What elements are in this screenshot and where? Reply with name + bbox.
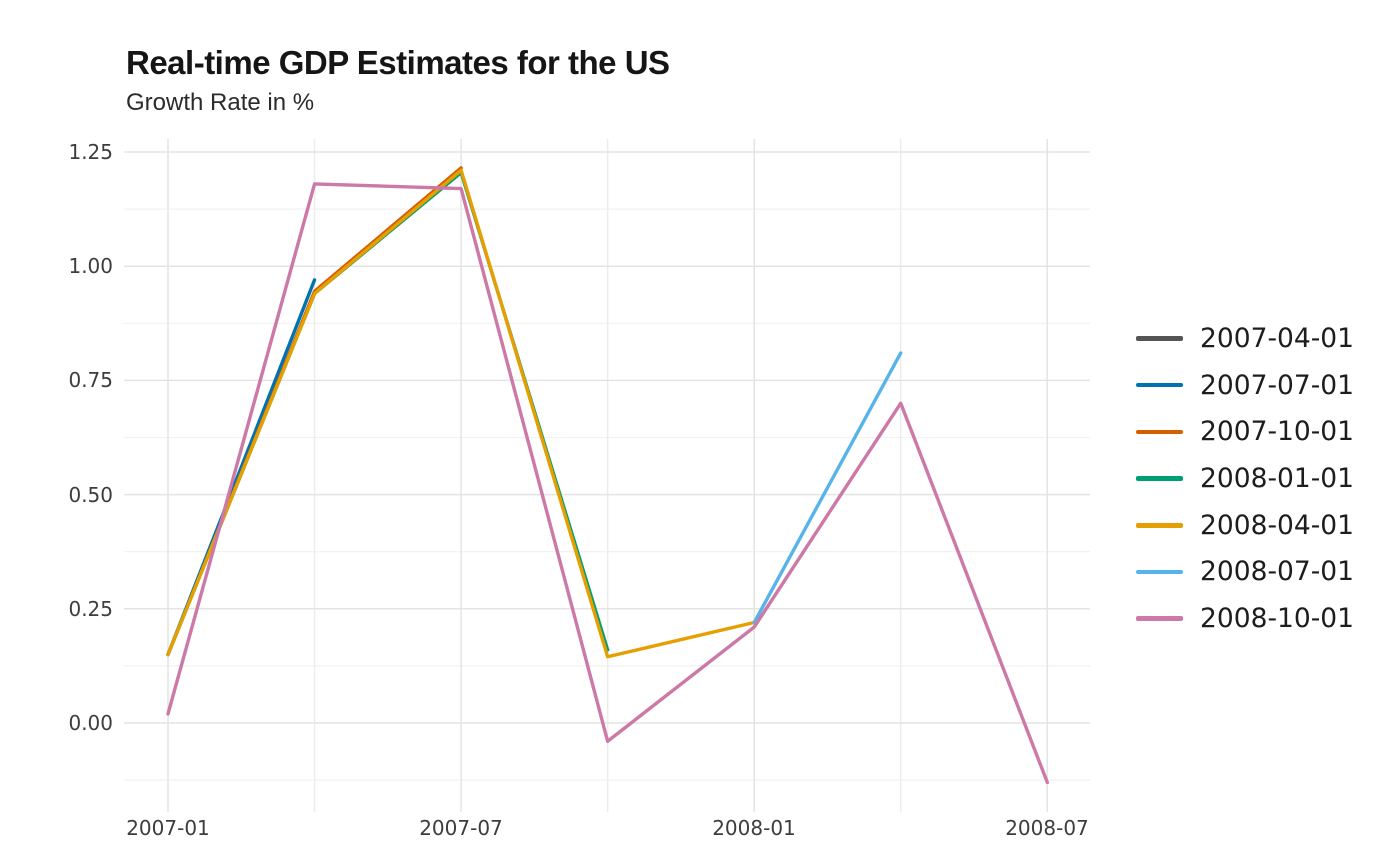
- legend-line-swatch: [1136, 336, 1183, 341]
- legend-item: 2007-10-01: [1136, 415, 1354, 448]
- y-axis-tick-label: 1.25: [68, 140, 113, 164]
- series-line-2008-01-01: [166, 170, 610, 657]
- legend-line-swatch: [1136, 523, 1183, 528]
- legend-line-swatch: [1136, 569, 1183, 575]
- legend-item: 2008-01-01: [1136, 462, 1354, 495]
- legend-item: 2008-10-01: [1136, 602, 1354, 635]
- legend-label: 2008-01-01: [1200, 463, 1355, 495]
- chart-subtitle: Growth Rate in %: [126, 89, 315, 116]
- series-line-2008-07-01: [752, 351, 903, 625]
- legend-line-swatch: [1136, 616, 1183, 621]
- legend: 2007-04-01 2007-07-01 2007-10-01 2008-01…: [1136, 322, 1354, 635]
- legend-line-swatch: [1136, 382, 1183, 388]
- x-axis-tick-label: 2008-07: [1005, 816, 1089, 840]
- legend-label: 2008-04-01: [1200, 509, 1355, 541]
- y-axis-tick-label: 0.50: [68, 483, 113, 507]
- y-axis-tick-label: 1.00: [68, 254, 113, 278]
- y-axis-tick-label: 0.00: [68, 711, 113, 735]
- legend-item: 2007-04-01: [1136, 322, 1354, 355]
- chart-title: Real-time GDP Estimates for the US: [126, 44, 670, 81]
- legend-item: 2008-07-01: [1136, 555, 1354, 588]
- x-axis-tick-label: 2008-01: [712, 816, 796, 840]
- series-line-2008-10-01: [166, 182, 1050, 785]
- y-axis-tick-label: 0.75: [68, 368, 113, 392]
- y-axis-tick-label: 0.25: [68, 597, 113, 621]
- legend-label: 2007-07-01: [1200, 369, 1355, 401]
- x-axis-tick-label: 2007-07: [419, 816, 503, 840]
- series-line-2008-04-01: [166, 168, 756, 659]
- legend-label: 2008-07-01: [1200, 556, 1355, 588]
- legend-label: 2007-04-01: [1200, 323, 1355, 354]
- legend-line-swatch: [1136, 429, 1183, 435]
- legend-line-swatch: [1136, 476, 1183, 481]
- legend-item: 2008-04-01: [1136, 509, 1354, 542]
- legend-label: 2008-10-01: [1200, 603, 1355, 635]
- legend-item: 2007-07-01: [1136, 369, 1354, 402]
- legend-label: 2007-10-01: [1200, 416, 1355, 448]
- x-axis-tick-label: 2007-01: [126, 816, 210, 840]
